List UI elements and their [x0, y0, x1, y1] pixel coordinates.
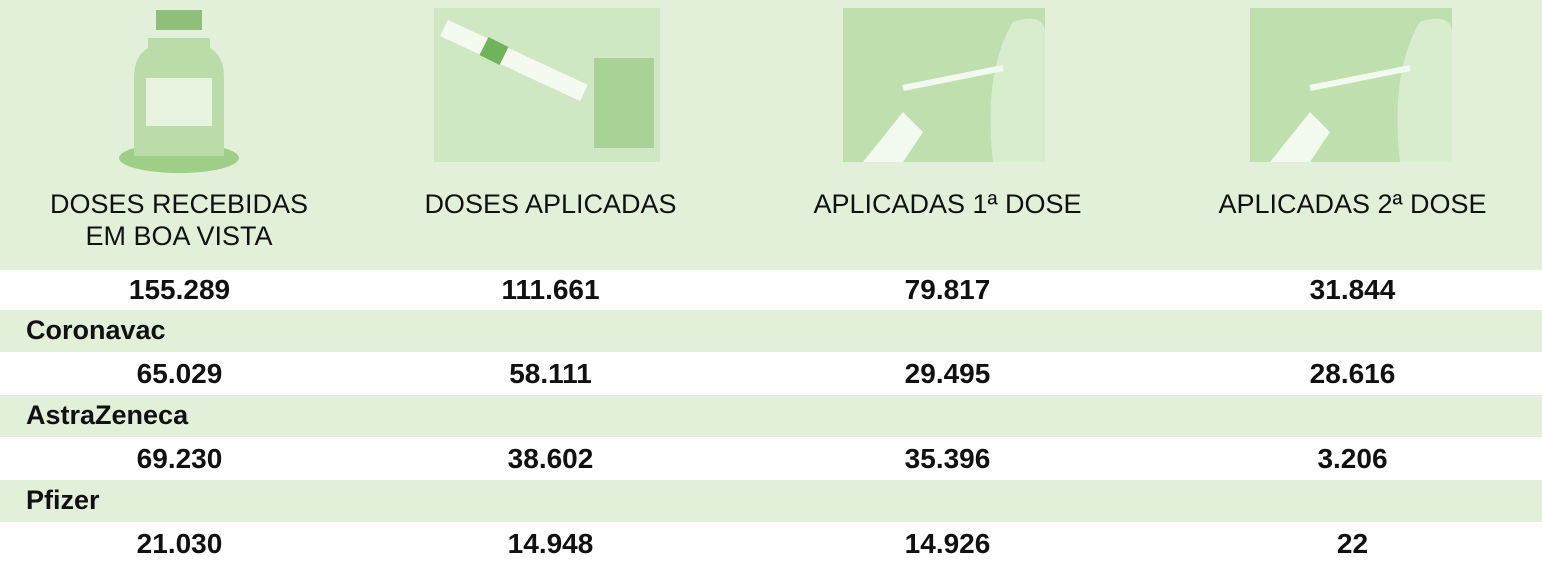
vaccine-value: 58.111	[358, 358, 743, 390]
vaccine-value: 28.616	[1160, 358, 1542, 390]
vaccine-band	[0, 395, 1542, 437]
column-header: DOSES RECEBIDAS EM BOA VISTA	[44, 188, 314, 252]
vaccine-name: Pfizer	[26, 485, 100, 516]
vaccine-name: AstraZeneca	[26, 400, 188, 431]
vaccine-band	[0, 310, 1542, 352]
syringe-image	[434, 8, 660, 162]
vaccine-value: 29.495	[755, 358, 1140, 390]
vaccine-name: Coronavac	[26, 315, 166, 346]
vaccine-value: 69.230	[0, 443, 372, 475]
total-value: 31.844	[1160, 274, 1542, 306]
vaccine-value: 38.602	[358, 443, 743, 475]
vial-image	[118, 8, 240, 173]
vaccine-band	[0, 480, 1542, 522]
column-header: DOSES APLICADAS	[358, 188, 743, 220]
injection-image	[1250, 8, 1452, 162]
total-value: 155.289	[0, 274, 372, 306]
vaccine-value: 14.926	[755, 528, 1140, 560]
vaccine-value: 14.948	[358, 528, 743, 560]
vaccine-value: 3.206	[1160, 443, 1542, 475]
vaccine-value: 65.029	[0, 358, 372, 390]
column-header: APLICADAS 1ª DOSE	[755, 188, 1140, 220]
total-value: 79.817	[755, 274, 1140, 306]
column-header: APLICADAS 2ª DOSE	[1160, 188, 1542, 220]
total-value: 111.661	[358, 274, 743, 306]
vaccine-value: 22	[1160, 528, 1542, 560]
vaccine-value: 35.396	[755, 443, 1140, 475]
injection-image	[843, 8, 1045, 162]
vaccine-value: 21.030	[0, 528, 372, 560]
page: DOSES RECEBIDAS EM BOA VISTA DOSES APLICA…	[0, 0, 1542, 577]
